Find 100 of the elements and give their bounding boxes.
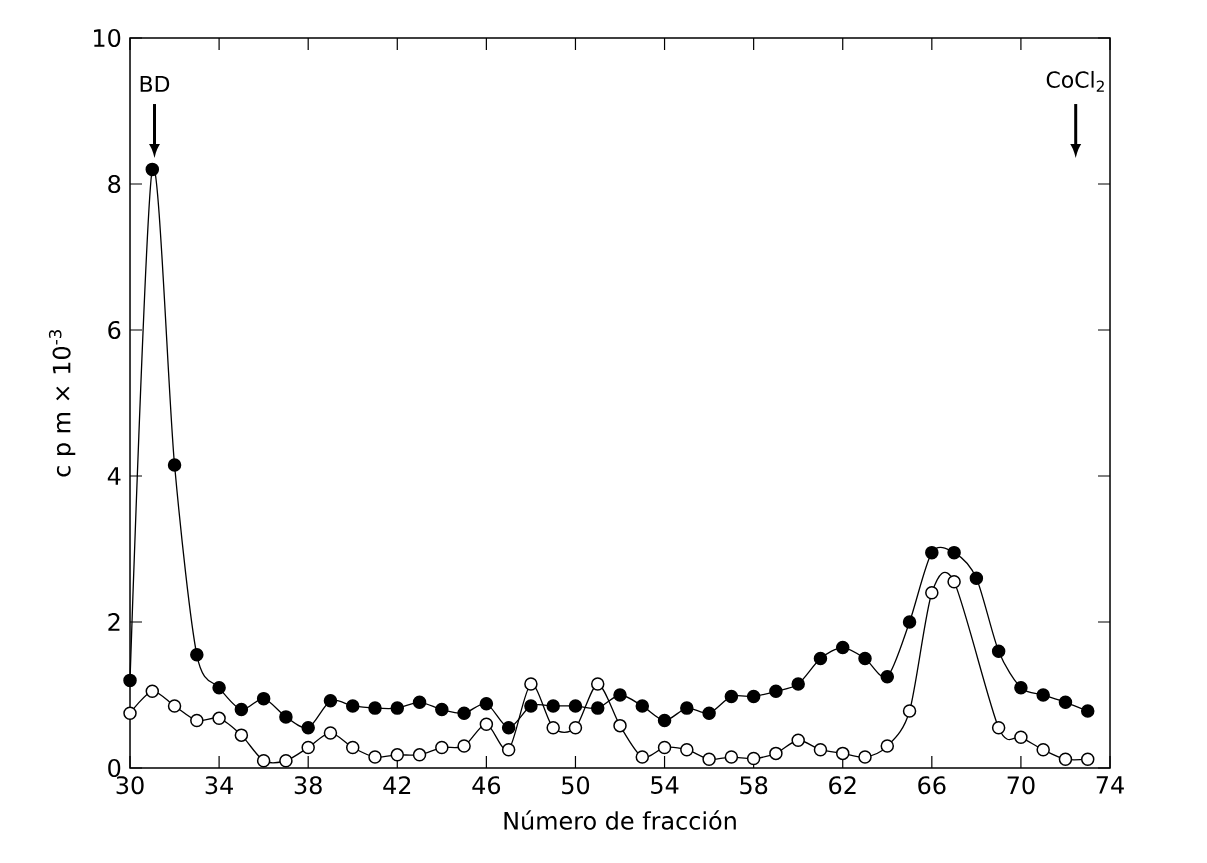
point [635, 750, 650, 764]
point [323, 726, 338, 740]
point [457, 706, 471, 720]
point [301, 721, 315, 735]
point [769, 746, 783, 761]
point [991, 721, 1006, 735]
x-tick-label: 62 [829, 776, 856, 795]
point [925, 545, 939, 560]
point [902, 704, 917, 718]
point [368, 701, 382, 715]
point [368, 750, 382, 764]
annotation: CoCl$_{2}$ [1046, 70, 1104, 92]
point [256, 691, 271, 706]
point [524, 677, 538, 691]
point [167, 458, 182, 472]
point [813, 742, 828, 757]
point [724, 750, 739, 764]
point [323, 694, 338, 708]
point [167, 699, 182, 713]
y-tick-label: 8 [108, 174, 121, 194]
point [501, 742, 516, 757]
x-tick-label: 70 [1007, 776, 1035, 795]
point [524, 699, 538, 713]
point [835, 640, 850, 655]
point [1058, 752, 1073, 766]
point [234, 702, 249, 717]
point [635, 699, 650, 713]
point [925, 586, 939, 600]
x-tick-label: 46 [472, 776, 501, 795]
point [279, 753, 293, 768]
point [613, 718, 627, 733]
point [1036, 742, 1050, 757]
point [590, 677, 605, 691]
point [947, 545, 961, 560]
point [880, 739, 895, 753]
point [568, 699, 583, 713]
point [858, 651, 872, 666]
point [1014, 680, 1028, 695]
point [702, 706, 716, 720]
point [123, 673, 137, 688]
point [1058, 695, 1073, 710]
point [791, 677, 805, 691]
y-tick-label: 2 [108, 613, 120, 631]
x-tick-label: 58 [740, 776, 768, 795]
point [190, 648, 204, 662]
point [546, 699, 560, 713]
point [234, 728, 249, 742]
x-tick-label: 42 [383, 776, 411, 794]
point [568, 721, 583, 735]
y-tick-label: 6 [108, 320, 121, 340]
point [947, 575, 961, 589]
point [123, 706, 137, 720]
point [746, 751, 761, 766]
point [835, 746, 850, 761]
point [769, 684, 783, 699]
point [969, 571, 984, 585]
point [1014, 730, 1028, 745]
point [345, 740, 360, 755]
x-axis-title: Número de fracción [504, 810, 736, 830]
point [145, 684, 160, 699]
point [190, 713, 204, 728]
point [991, 644, 1006, 658]
point [435, 702, 449, 717]
x-tick-label: 54 [651, 776, 679, 794]
point [813, 651, 828, 666]
point [279, 710, 293, 724]
point [680, 701, 694, 715]
x-tick-label: 74 [1096, 776, 1124, 794]
point [902, 615, 917, 629]
point [546, 721, 560, 735]
point [858, 750, 872, 764]
point [345, 699, 360, 713]
point [212, 680, 226, 695]
y-tick-label: 10 [94, 28, 121, 48]
point [479, 717, 494, 731]
point [457, 739, 471, 753]
x-tick-label: 50 [562, 776, 590, 795]
point [791, 733, 805, 747]
point [613, 688, 627, 702]
point [680, 742, 694, 757]
point [412, 695, 427, 710]
annotation: BD [140, 75, 170, 92]
point [1080, 704, 1095, 718]
point [880, 669, 895, 684]
point [702, 752, 716, 766]
point [435, 740, 449, 755]
x-tick-label: 34 [205, 776, 233, 795]
point [657, 713, 672, 728]
point [724, 689, 739, 704]
x-tick-label: 38 [294, 776, 322, 795]
x-tick-label: 66 [918, 776, 946, 795]
point [256, 753, 271, 768]
point [657, 740, 672, 755]
x-tick-label: 30 [116, 776, 144, 795]
point [501, 721, 516, 735]
point [746, 689, 761, 704]
y-axis-title: c p m × 10$^{-3}$ [48, 329, 76, 477]
y-tick-label: 4 [107, 467, 121, 485]
point [301, 740, 315, 755]
point [590, 701, 605, 715]
